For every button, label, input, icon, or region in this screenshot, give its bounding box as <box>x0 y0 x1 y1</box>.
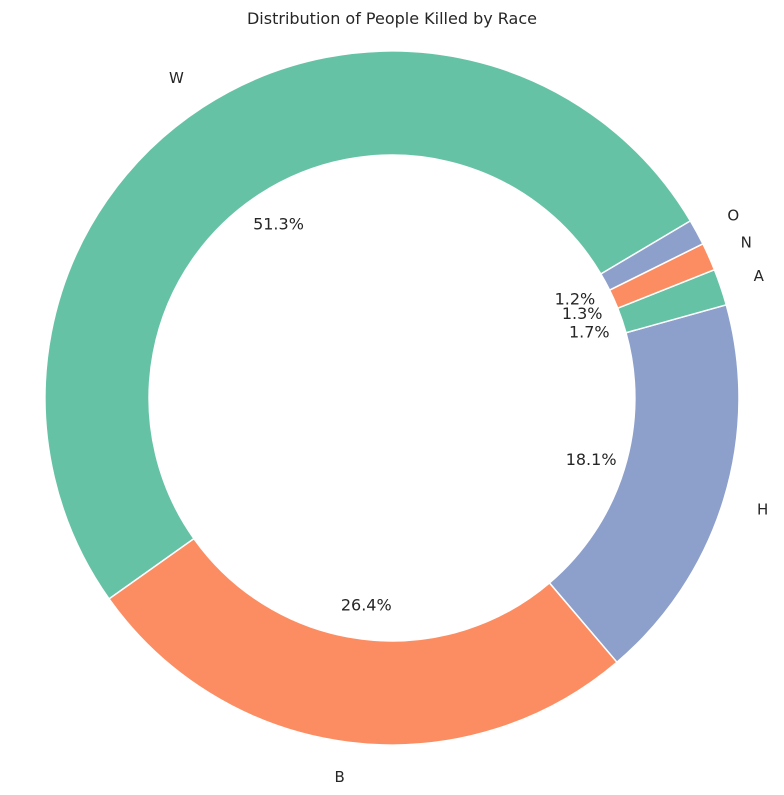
category-label-h: H <box>757 501 768 519</box>
category-label-o: O <box>727 207 739 225</box>
percent-label-n: 1.3% <box>562 304 603 323</box>
category-label-a: A <box>754 267 765 285</box>
slice-w <box>44 50 692 600</box>
chart-title: Distribution of People Killed by Race <box>247 9 537 28</box>
category-labels-group: W B H ANO <box>169 69 768 786</box>
percent-label-o: 1.2% <box>555 290 596 309</box>
percent-label-a: 1.7% <box>569 322 610 341</box>
percent-labels-group: 51.3% 26.4% 18.1% 1.7%1.3%1.2% <box>253 214 616 614</box>
category-label-n: N <box>741 234 752 252</box>
slice-b <box>108 537 619 746</box>
slice-h <box>548 303 740 664</box>
percent-label-h: 18.1% <box>566 450 617 469</box>
percent-label-w: 51.3% <box>253 214 304 233</box>
percent-label-b: 26.4% <box>341 596 392 615</box>
slices-group <box>44 50 740 746</box>
category-label-b: B <box>335 768 345 786</box>
slice-o <box>599 219 704 292</box>
category-label-w: W <box>169 69 184 87</box>
